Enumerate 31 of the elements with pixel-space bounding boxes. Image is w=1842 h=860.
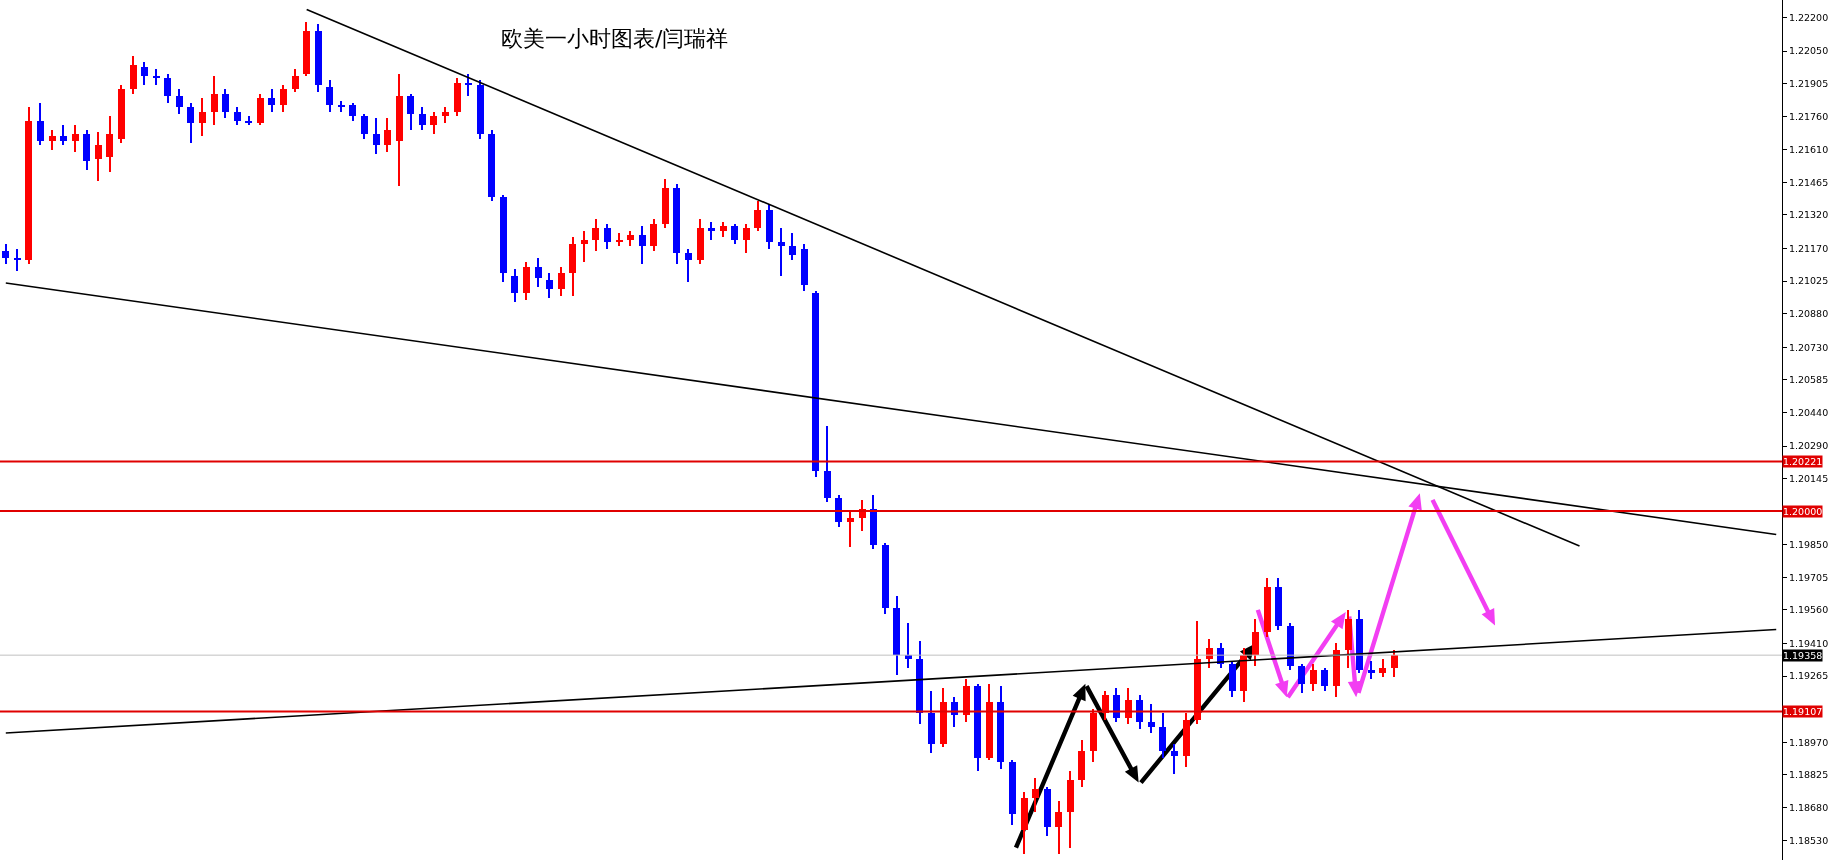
ref-line-label: 1.20221 bbox=[1783, 456, 1823, 467]
y-tick-label: 1.20730 bbox=[1788, 341, 1829, 353]
y-tick-label: 1.21025 bbox=[1788, 275, 1829, 287]
y-tick-label: 1.21320 bbox=[1788, 209, 1829, 221]
y-tick-label: 1.20145 bbox=[1788, 472, 1829, 484]
y-tick-label: 1.21905 bbox=[1788, 78, 1829, 90]
y-tick-label: 1.18680 bbox=[1788, 801, 1829, 813]
y-tick-label: 1.20880 bbox=[1788, 308, 1829, 319]
y-tick-label: 1.20440 bbox=[1788, 406, 1829, 418]
y-tick-label: 1.18530 bbox=[1788, 835, 1829, 847]
y-tick-label: 1.21610 bbox=[1788, 144, 1829, 156]
y-tick-label: 1.20585 bbox=[1788, 374, 1829, 386]
text: 欧美一小时图表/闫瑞祥 bbox=[501, 26, 729, 52]
y-tick-label: 1.19560 bbox=[1788, 604, 1829, 616]
y-tick-label: 1.19850 bbox=[1788, 539, 1829, 551]
candlestick bbox=[14, 249, 21, 271]
y-tick-label: 1.21465 bbox=[1788, 176, 1829, 188]
ref-line-label: 1.19107 bbox=[1783, 706, 1823, 717]
ref-line-label: 1.19358 bbox=[1783, 650, 1823, 661]
candlestick bbox=[778, 228, 785, 276]
y-tick-label: 1.21760 bbox=[1788, 110, 1829, 122]
y-tick-label: 1.18825 bbox=[1788, 769, 1829, 781]
y-tick-label: 1.22200 bbox=[1788, 11, 1829, 23]
y-tick-label: 1.21170 bbox=[1788, 242, 1829, 254]
y-tick-label: 1.18970 bbox=[1788, 736, 1829, 748]
y-tick-label: 1.19265 bbox=[1788, 670, 1829, 682]
y-tick-label: 1.20290 bbox=[1788, 440, 1829, 452]
y-tick-label: 1.19410 bbox=[1788, 637, 1829, 649]
y-tick-label: 1.22050 bbox=[1788, 45, 1829, 57]
ref-line-label: 1.20000 bbox=[1783, 506, 1823, 517]
y-tick-label: 1.19705 bbox=[1788, 571, 1829, 583]
